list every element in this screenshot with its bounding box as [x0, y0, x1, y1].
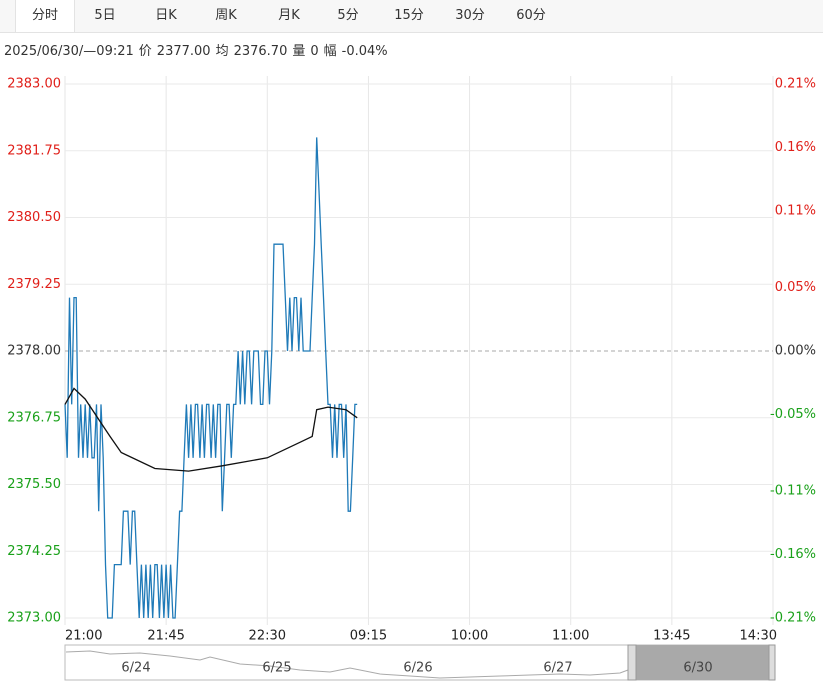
y2-tick-label: 0.21% — [775, 77, 816, 92]
tab[interactable]: 5分 — [337, 8, 359, 23]
info-field: 价 — [138, 44, 152, 59]
tab[interactable]: 月K — [278, 8, 300, 23]
info-field: 均 — [215, 44, 229, 59]
info-field: 2376.70 — [233, 44, 288, 59]
y2-tick-label: 0.16% — [775, 140, 816, 155]
navigator-selection[interactable] — [636, 645, 769, 680]
navigator-line — [65, 650, 629, 679]
tab[interactable]: 分时 — [15, 0, 75, 32]
y-tick-label: 2381.75 — [7, 143, 61, 158]
x-tick-label: 09:15 — [350, 629, 387, 644]
info-field: 2377.00 — [156, 44, 211, 59]
navigator-label: 6/30 — [683, 661, 712, 676]
navigator-handle[interactable] — [768, 644, 776, 681]
y2-tick-label: -0.16% — [770, 547, 816, 562]
y2-tick-label: -0.21% — [770, 611, 816, 626]
x-tick-label: 22:30 — [249, 629, 286, 644]
price-line — [64, 137, 358, 619]
y2-tick-label: 0.00% — [775, 344, 816, 359]
x-tick-label: 10:00 — [451, 629, 488, 644]
navigator-label: 6/24 — [121, 661, 150, 676]
info-field: 2025/06/30/—09:21 — [4, 44, 134, 59]
info-line: 2025/06/30/—09:21 价 2377.00 均 2376.70 量 0 幅 -0.0… — [4, 40, 393, 59]
tab[interactable]: 周K — [215, 8, 237, 23]
tab-bar: 分时 5日 日K 周K 月K 5分 15分 30分 60分 — [0, 0, 823, 33]
tab[interactable]: 30分 — [455, 8, 485, 23]
y2-tick-label: -0.05% — [770, 407, 816, 422]
y-tick-label: 2373.00 — [7, 611, 61, 626]
info-field: 量 — [292, 44, 306, 59]
x-tick-label: 13:45 — [653, 629, 690, 644]
y-tick-label: 2375.50 — [7, 477, 61, 492]
x-tick-label: 21:00 — [65, 629, 102, 644]
info-field: 0 — [310, 44, 319, 59]
y-tick-label: 2378.00 — [7, 344, 61, 359]
info-field: -0.04% — [341, 44, 388, 59]
y-tick-label: 2383.00 — [7, 77, 61, 92]
y-tick-label: 2374.25 — [7, 544, 61, 559]
tab[interactable]: 15分 — [394, 8, 424, 23]
navigator-handle[interactable] — [627, 644, 637, 681]
y2-tick-label: 0.05% — [775, 280, 816, 295]
navigator-label: 6/26 — [403, 661, 432, 676]
y-tick-label: 2376.75 — [7, 410, 61, 425]
y-tick-label: 2379.25 — [7, 277, 61, 292]
navigator-label: 6/27 — [543, 661, 572, 676]
average-line — [64, 387, 358, 472]
x-tick-label: 14:30 — [740, 629, 777, 644]
y2-tick-label: 0.11% — [775, 204, 816, 219]
navigator-label: 6/25 — [262, 661, 291, 676]
x-tick-label: 11:00 — [552, 629, 589, 644]
y-tick-label: 2380.50 — [7, 210, 61, 225]
x-tick-label: 21:45 — [147, 629, 184, 644]
tab[interactable]: 60分 — [516, 8, 546, 23]
info-field: 幅 — [323, 44, 337, 59]
tab[interactable]: 日K — [155, 8, 177, 23]
tab[interactable]: 5日 — [94, 8, 116, 23]
y2-tick-label: -0.11% — [770, 483, 816, 498]
